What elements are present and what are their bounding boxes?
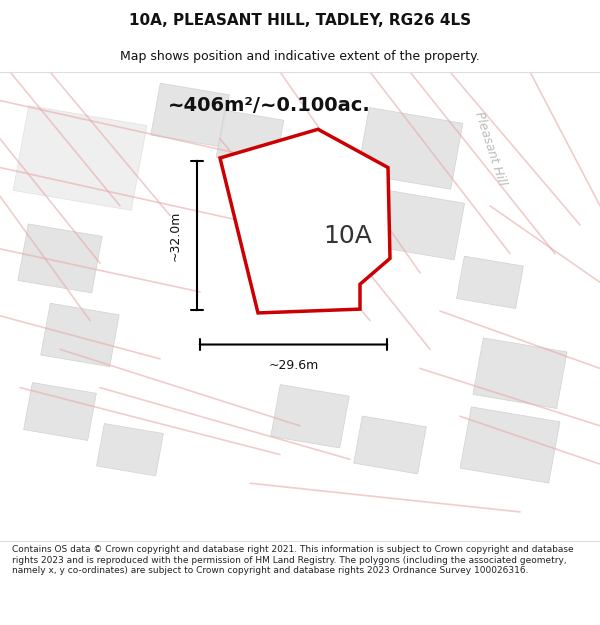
Text: ~29.6m: ~29.6m <box>268 359 319 372</box>
Bar <box>13 106 147 211</box>
Text: 10A: 10A <box>323 224 372 248</box>
Bar <box>216 110 284 168</box>
Bar <box>151 83 229 147</box>
Bar <box>271 384 349 448</box>
Bar <box>23 382 97 441</box>
Bar <box>357 107 463 189</box>
Bar <box>353 416 427 474</box>
Bar <box>240 159 330 234</box>
Bar <box>18 224 102 293</box>
Text: ~32.0m: ~32.0m <box>169 210 182 261</box>
Bar <box>473 338 567 409</box>
Text: ~406m²/~0.100ac.: ~406m²/~0.100ac. <box>168 96 371 115</box>
Text: Contains OS data © Crown copyright and database right 2021. This information is : Contains OS data © Crown copyright and d… <box>12 545 574 575</box>
Text: Pleasant Hill: Pleasant Hill <box>472 110 508 187</box>
Polygon shape <box>220 129 390 313</box>
Text: Map shows position and indicative extent of the property.: Map shows position and indicative extent… <box>120 49 480 62</box>
Bar <box>41 303 119 367</box>
Bar <box>460 407 560 483</box>
Bar <box>376 190 464 260</box>
Text: 10A, PLEASANT HILL, TADLEY, RG26 4LS: 10A, PLEASANT HILL, TADLEY, RG26 4LS <box>129 12 471 28</box>
Bar <box>97 424 163 476</box>
Bar <box>457 256 523 309</box>
